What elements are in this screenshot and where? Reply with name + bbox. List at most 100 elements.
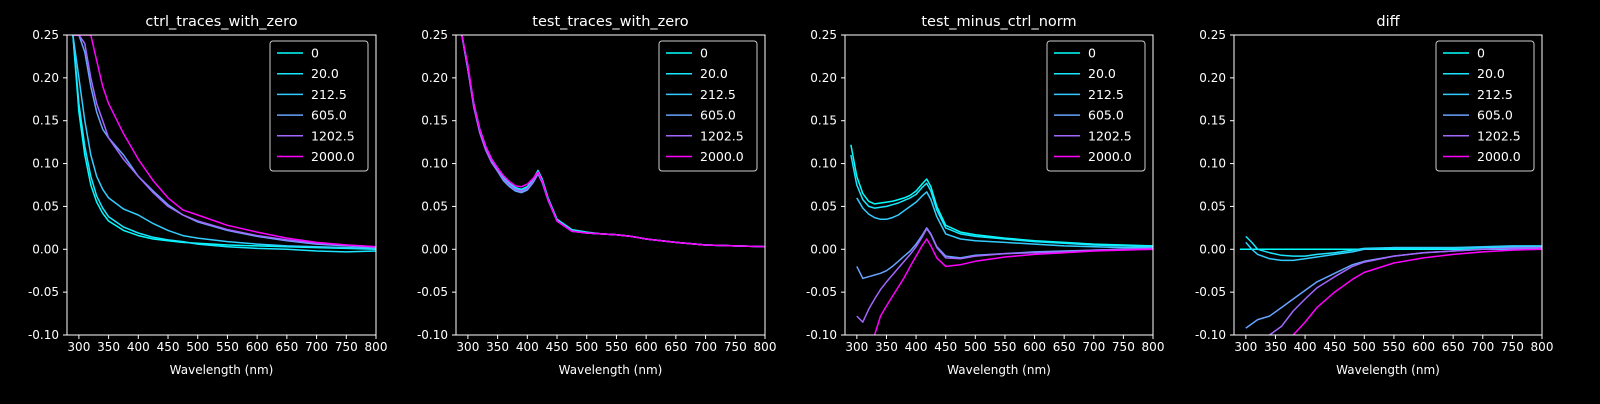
x-tick-label: 750 — [1112, 340, 1135, 354]
series-lines — [1239, 235, 1542, 335]
legend-entry: 2000.0 — [1088, 149, 1132, 164]
x-tick-label: 550 — [993, 340, 1016, 354]
legend-entry: 20.0 — [700, 66, 728, 81]
x-tick-label: 500 — [575, 340, 598, 354]
series-line-1 — [72, 35, 376, 251]
x-tick-label: 400 — [905, 340, 928, 354]
chart-title: ctrl_traces_with_zero — [145, 14, 297, 30]
chart-title: diff — [1376, 14, 1400, 30]
series-line-5 — [1269, 246, 1542, 335]
chart-panel-2: 300 350 400 450 500 550 600 650 700 750 800 -0.10 -0… — [417, 14, 777, 377]
x-tick-label: 450 — [546, 340, 569, 354]
x-tick-label: 400 — [516, 340, 539, 354]
x-axis-label: Wavelength (nm) — [170, 363, 274, 377]
x-tick-label: 350 — [486, 340, 509, 354]
y-tick-label: 0.00 — [32, 242, 59, 256]
legend-entry: 212.5 — [311, 87, 347, 102]
x-tick-label: 350 — [97, 340, 120, 354]
x-tick-label: 600 — [1412, 340, 1435, 354]
chart-title: test_traces_with_zero — [532, 14, 689, 30]
y-tick-label: 0.15 — [1199, 114, 1226, 128]
series-line-1 — [850, 144, 1153, 247]
legend-entry: 605.0 — [311, 108, 347, 123]
chart-panel-4: 300 350 400 450 500 550 600 650 700 750 800 -0.10 -0… — [1195, 14, 1554, 377]
x-tick-label: 500 — [186, 340, 209, 354]
x-tick-label: 550 — [1382, 340, 1405, 354]
x-tick-label: 800 — [365, 340, 388, 354]
y-tick-label: 0.20 — [810, 71, 837, 85]
x-tick-label: 350 — [1264, 340, 1287, 354]
legend-entry: 0 — [311, 46, 319, 61]
y-tick-label: -0.05 — [1195, 285, 1226, 299]
legend-entry: 212.5 — [700, 87, 736, 102]
y-tick-label: 0.05 — [810, 199, 837, 213]
x-tick-label: 550 — [216, 340, 239, 354]
x-axis-label: Wavelength (nm) — [1336, 363, 1440, 377]
y-tick-label: -0.10 — [417, 328, 448, 342]
x-tick-label: 300 — [456, 340, 479, 354]
y-tick-label: -0.05 — [28, 285, 59, 299]
y-tick-label: 0.05 — [32, 199, 59, 213]
legend-entry: 1202.5 — [700, 128, 744, 143]
y-tick-label: -0.10 — [28, 328, 59, 342]
x-tick-label: 600 — [1023, 340, 1046, 354]
y-tick-label: 0.00 — [810, 242, 837, 256]
x-tick-label: 300 — [67, 340, 90, 354]
series-line-3 — [1245, 241, 1542, 262]
x-tick-label: 450 — [1323, 340, 1346, 354]
x-axis-label: Wavelength (nm) — [559, 363, 663, 377]
y-tick-label: 0.25 — [810, 28, 837, 42]
series-line-5 — [856, 227, 1153, 323]
legend-entry: 0 — [1477, 46, 1485, 61]
x-tick-label: 600 — [635, 340, 658, 354]
y-tick-label: 0.20 — [32, 71, 59, 85]
legend-entry: 1202.5 — [1477, 128, 1521, 143]
y-tick-label: 0.00 — [421, 242, 448, 256]
series-line-3 — [856, 191, 1153, 249]
legend-entry: 1202.5 — [1088, 128, 1132, 143]
y-tick-label: 0.20 — [1199, 71, 1226, 85]
legend-entry: 2000.0 — [700, 149, 744, 164]
y-tick-label: 0.00 — [1199, 242, 1226, 256]
y-tick-label: -0.10 — [1195, 328, 1226, 342]
legend-entry: 605.0 — [1088, 108, 1124, 123]
y-tick-label: -0.05 — [806, 285, 837, 299]
x-tick-label: 450 — [157, 340, 180, 354]
x-tick-label: 300 — [1234, 340, 1257, 354]
legend-entry: 20.0 — [311, 66, 339, 81]
series-lines — [461, 35, 765, 248]
x-tick-label: 400 — [127, 340, 150, 354]
series-line-6 — [72, 35, 376, 248]
series-line-3 — [72, 35, 376, 250]
series-line-6 — [873, 238, 1153, 335]
x-tick-label: 700 — [1082, 340, 1105, 354]
x-tick-label: 400 — [1294, 340, 1317, 354]
x-tick-label: 750 — [724, 340, 747, 354]
legend-entry: 20.0 — [1477, 66, 1505, 81]
legend-entry: 605.0 — [1477, 108, 1513, 123]
y-tick-label: 0.10 — [810, 157, 837, 171]
series-line-2 — [850, 154, 1153, 248]
chart-title: test_minus_ctrl_norm — [921, 14, 1076, 30]
y-tick-label: 0.25 — [421, 28, 448, 42]
legend-entry: 20.0 — [1088, 66, 1116, 81]
x-tick-label: 300 — [845, 340, 868, 354]
x-tick-label: 650 — [664, 340, 687, 354]
legend-entry: 605.0 — [700, 108, 736, 123]
legend-entry: 1202.5 — [311, 128, 355, 143]
x-tick-label: 650 — [1442, 340, 1465, 354]
y-tick-label: 0.05 — [1199, 199, 1226, 213]
axes-frame — [455, 34, 766, 336]
x-tick-label: 500 — [964, 340, 987, 354]
x-axis-label: Wavelength (nm) — [947, 363, 1051, 377]
series-line-6 — [1292, 248, 1542, 335]
x-tick-label: 750 — [335, 340, 358, 354]
y-tick-label: 0.15 — [421, 114, 448, 128]
x-tick-label: 700 — [305, 340, 328, 354]
x-tick-label: 800 — [1142, 340, 1165, 354]
x-tick-label: 800 — [1531, 340, 1554, 354]
y-tick-label: 0.25 — [1199, 28, 1226, 42]
x-tick-label: 450 — [934, 340, 957, 354]
